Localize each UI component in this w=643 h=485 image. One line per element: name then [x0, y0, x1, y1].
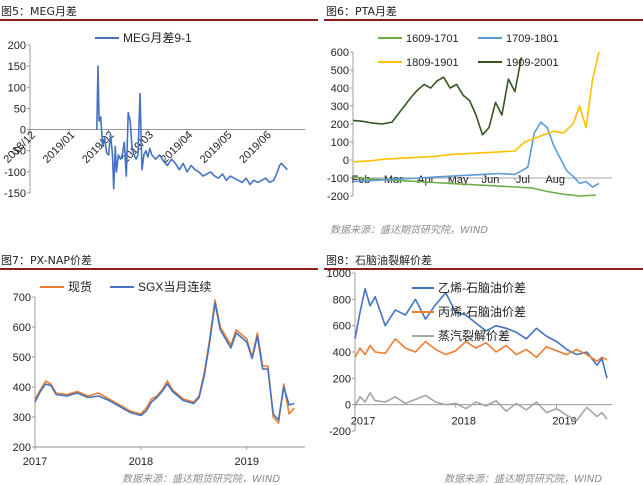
naphtha-series-line-3 — [354, 391, 608, 422]
pta-y-tick-label: 600 — [331, 47, 349, 59]
pta-y-tick-label: 0 — [343, 155, 349, 167]
meg-x-tick-label: 2019/04 — [159, 129, 196, 166]
pta-legend-label: 1709-1801 — [506, 33, 559, 45]
pxnap-y-tick-label: 200 — [13, 442, 31, 454]
meg-y-tick-label: -100 — [4, 167, 26, 179]
pxnap-y-tick-label: 600 — [13, 322, 31, 334]
pxnap-x-tick-label: 2017 — [23, 456, 47, 468]
pta-x-tick-label: Aug — [545, 174, 565, 186]
pta-y-tick-label: -200 — [327, 191, 349, 203]
pta-source-note: 数据来源：盛达期货研究院，WIND — [330, 225, 489, 236]
pxnap-title-rule — [0, 268, 318, 270]
pta-y-tick-label: 400 — [331, 83, 349, 95]
pta-x-tick-label: Jul — [516, 174, 530, 186]
naphtha-legend-label: 丙烯-石脑油价差 — [438, 305, 526, 319]
pxnap-x-tick-label: 2018 — [129, 456, 153, 468]
pxnap-y-tick-label: 700 — [13, 292, 31, 304]
naphtha-x-tick-label: 2019 — [552, 416, 576, 428]
pta-legend-label: 1909-2001 — [506, 57, 559, 69]
pxnap-legend-label: SGX当月连续 — [138, 279, 211, 294]
pta-legend-label: 1609-1701 — [406, 33, 459, 45]
naphtha-y-tick-label: -200 — [329, 426, 351, 438]
pta-series-line-3 — [352, 51, 600, 163]
pxnap-y-tick-label: 300 — [13, 412, 31, 424]
pxnap-x-tick-label: 2019 — [235, 456, 259, 468]
naphtha-x-tick-label: 2017 — [351, 416, 375, 428]
naphtha-title-rule — [324, 268, 643, 270]
naphtha-y-tick-label: 400 — [333, 347, 351, 359]
pta-series-line-1 — [352, 176, 596, 197]
naphtha-y-tick-label: 600 — [333, 321, 351, 333]
pta-series-line-4 — [352, 57, 523, 136]
naphtha-y-tick-label: 0 — [345, 400, 351, 412]
meg-chart-title: 图5：MEG月差 — [1, 5, 77, 18]
meg-legend-label: MEG月差9-1 — [123, 31, 192, 45]
pta-legend-label: 1809-1901 — [406, 57, 459, 69]
pta-y-tick-label: -100 — [327, 173, 349, 185]
naphtha-x-tick-label: 2018 — [452, 416, 476, 428]
pxnap-source-note: 数据来源：盛达期货研究院，WIND — [122, 474, 281, 485]
pxnap-chart-title: 图7：PX-NAP价差 — [1, 254, 92, 267]
meg-x-tick-label: 2019/01 — [41, 129, 78, 166]
naphtha-legend-label: 蒸汽裂解价差 — [438, 328, 510, 343]
naphtha-series-line-1 — [354, 287, 608, 379]
pta-x-tick-label: Jun — [482, 174, 500, 186]
pxnap-series-line-1 — [34, 299, 295, 424]
meg-x-tick-label: 2019/05 — [198, 129, 235, 166]
pxnap-series-line-2 — [34, 302, 295, 421]
meg-series-line-1 — [96, 65, 288, 190]
meg-y-tick-label: 100 — [8, 82, 26, 94]
meg-title-rule — [0, 19, 318, 21]
pta-title-rule — [324, 19, 643, 21]
naphtha-y-tick-label: 200 — [333, 373, 351, 385]
pta-x-tick-label: Apr — [417, 174, 434, 186]
meg-y-tick-label: -50 — [10, 146, 26, 158]
meg-y-tick-label: 50 — [14, 103, 26, 115]
pta-chart-title: 图6：PTA月差 — [326, 5, 398, 18]
naphtha-legend-label: 乙烯-石脑油价差 — [438, 281, 526, 295]
naphtha-y-tick-label: 1000 — [327, 268, 351, 280]
meg-y-tick-label: 150 — [8, 61, 26, 73]
pta-y-tick-label: 200 — [331, 119, 349, 131]
meg-y-tick-label: 200 — [8, 40, 26, 52]
naphtha-source-note: 数据来源：盛达期货研究院，WIND — [444, 474, 603, 485]
pta-y-tick-label: 500 — [331, 65, 349, 77]
pta-y-tick-label: 300 — [331, 101, 349, 113]
pxnap-legend-label: 现货 — [68, 279, 92, 294]
pxnap-y-tick-label: 500 — [13, 352, 31, 364]
naphtha-y-tick-label: 800 — [333, 294, 351, 306]
pta-series-line-2 — [352, 121, 600, 188]
pta-y-tick-label: 100 — [331, 137, 349, 149]
meg-y-tick-label: 0 — [20, 125, 26, 137]
naphtha-series-line-2 — [354, 337, 608, 363]
pxnap-y-tick-label: 400 — [13, 382, 31, 394]
naphtha-chart-title: 图8：石脑油裂解价差 — [326, 254, 432, 267]
meg-x-tick-label: 2019/06 — [237, 129, 274, 166]
meg-y-tick-label: -150 — [4, 188, 26, 200]
